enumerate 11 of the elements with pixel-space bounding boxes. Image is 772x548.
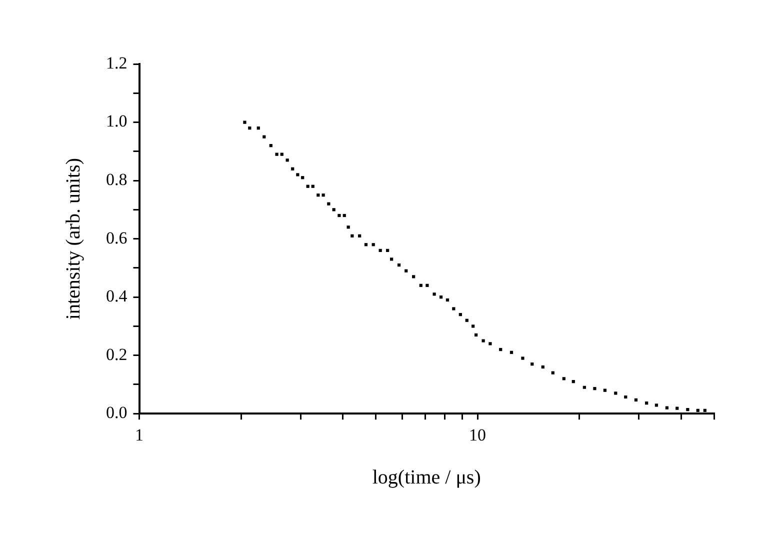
y-tick-label: 0.6 (106, 228, 128, 248)
y-tick-label: 1.2 (106, 53, 128, 72)
y-axis-title: intensity (arb. units) (62, 158, 84, 320)
y-tick-label: 0.8 (106, 170, 128, 189)
x-tick-label: 10 (469, 425, 486, 444)
y-tick-label: 0.4 (106, 286, 128, 306)
x-axis-title: log(time / μs) (372, 466, 481, 488)
x-tick-label: 1 (135, 425, 144, 444)
y-tick-label: 1.0 (106, 112, 128, 131)
y-tick-label: 0.0 (106, 403, 128, 422)
y-tick-label: 0.2 (106, 344, 128, 364)
